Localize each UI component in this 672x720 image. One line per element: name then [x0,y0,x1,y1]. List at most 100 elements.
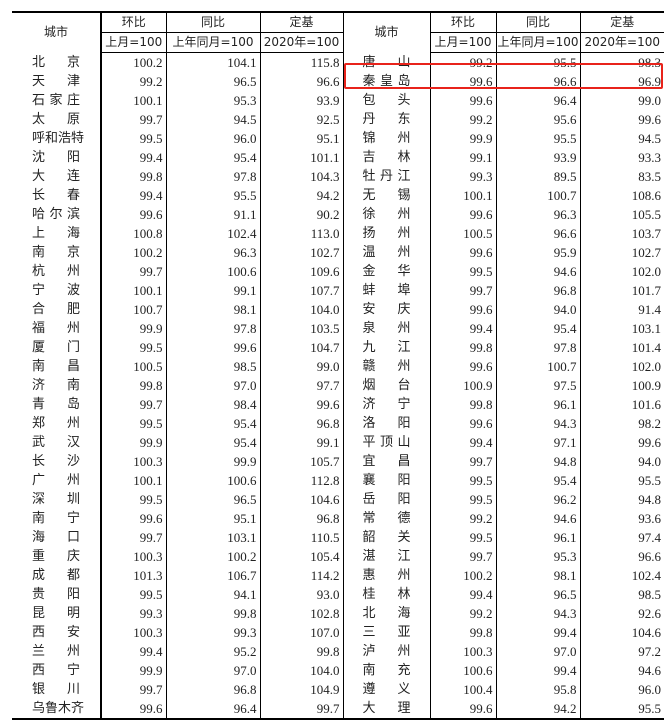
city-cell: 郑州 [12,414,101,433]
mom-value: 99.7 [100,110,166,129]
city-name: 洛阳 [362,416,411,431]
mom-value: 99.8 [100,167,166,186]
fixed-base-value: 99.0 [579,91,664,110]
table-row: 兰州 99.4 95.2 99.8 泸州 100.3 97.0 97.2 [12,642,664,661]
city-cell: 杭州 [12,262,101,281]
mom-value: 100.2 [429,566,496,585]
yoy-value: 96.1 [495,395,580,414]
header-yoy: 同比 [165,11,260,33]
yoy-value: 95.4 [165,414,260,433]
header-mom-base: 上月=100 [100,32,166,53]
fixed-base-value: 104.6 [259,490,343,509]
city-cell: 温州 [342,243,430,262]
city-cell: 西安 [12,623,101,642]
city-name: 赣州 [362,359,411,374]
yoy-value: 96.1 [495,528,580,547]
city-cell: 常德 [342,509,430,528]
yoy-value: 94.6 [495,509,580,528]
city-cell: 厦门 [12,338,101,357]
city-cell: 南京 [12,243,101,262]
city-name: 秦皇岛 [362,74,411,89]
yoy-value: 100.6 [165,471,260,490]
fixed-base-value: 94.6 [579,661,664,680]
yoy-value: 97.0 [165,661,260,680]
city-name: 乌鲁木齐 [32,701,85,716]
city-name: 锦州 [362,131,411,146]
mom-value: 99.9 [100,319,166,338]
city-cell: 济宁 [342,395,430,414]
table-row: 哈尔滨 99.6 91.1 90.2 徐州 99.6 96.3 105.5 [12,205,664,224]
city-cell: 昆明 [12,604,101,623]
city-name: 韶关 [362,530,411,545]
fixed-base-value: 105.7 [259,452,343,471]
city-name: 惠州 [362,568,411,583]
table-row: 大连 99.8 97.8 104.3 牡丹江 99.3 89.5 83.5 [12,167,664,186]
city-cell: 银川 [12,680,101,699]
yoy-value: 94.2 [495,699,580,720]
fixed-base-value: 99.6 [259,395,343,414]
mom-value: 100.7 [100,300,166,319]
city-name: 安庆 [362,302,411,317]
mom-value: 99.3 [100,604,166,623]
yoy-value: 103.1 [165,528,260,547]
header-mom-base: 上月=100 [429,32,496,53]
mom-value: 99.5 [429,471,496,490]
yoy-value: 96.3 [165,243,260,262]
city-name: 天津 [32,74,80,89]
mom-value: 99.5 [429,490,496,509]
fixed-base-value: 93.9 [259,91,343,110]
table-row: 厦门 99.5 99.6 104.7 九江 99.8 97.8 101.4 [12,338,664,357]
fixed-base-value: 102.7 [259,243,343,262]
city-cell: 岳阳 [342,490,430,509]
city-name: 牡丹江 [362,169,411,184]
city-name: 九江 [362,340,411,355]
fixed-base-value: 104.3 [259,167,343,186]
mom-value: 100.1 [100,281,166,300]
city-name: 平顶山 [362,435,411,450]
fixed-base-value: 103.5 [259,319,343,338]
city-cell: 扬州 [342,224,430,243]
city-name: 襄阳 [362,473,411,488]
city-name: 泉州 [362,321,411,336]
city-name: 太原 [32,112,80,127]
city-name: 福州 [32,321,80,336]
yoy-value: 98.1 [495,566,580,585]
city-name: 吉林 [362,150,411,165]
city-cell: 南宁 [12,509,101,528]
mom-value: 99.6 [100,205,166,224]
yoy-value: 96.5 [495,585,580,604]
city-name: 石家庄 [32,93,80,108]
city-name: 常德 [362,511,411,526]
yoy-value: 94.0 [495,300,580,319]
yoy-value: 96.6 [495,224,580,243]
yoy-value: 99.9 [165,452,260,471]
fixed-base-value: 101.4 [579,338,664,357]
city-cell: 无锡 [342,186,430,205]
city-name: 南充 [362,663,411,678]
city-name: 长春 [32,188,80,203]
yoy-value: 96.5 [165,72,260,91]
yoy-value: 96.5 [165,490,260,509]
city-name: 南宁 [32,511,80,526]
fixed-base-value: 97.7 [259,376,343,395]
fixed-base-value: 99.7 [259,699,343,720]
mom-value: 99.8 [100,376,166,395]
city-cell: 宜昌 [342,452,430,471]
mom-value: 100.5 [100,357,166,376]
city-name: 遵义 [362,682,411,697]
city-cell: 安庆 [342,300,430,319]
fixed-base-value: 113.0 [259,224,343,243]
yoy-value: 95.3 [165,91,260,110]
city-cell: 蚌埠 [342,281,430,300]
fixed-base-value: 99.1 [259,433,343,452]
city-name: 兰州 [32,644,80,659]
header-yoy-base: 上年同月=100 [495,32,580,53]
mom-value: 101.3 [100,566,166,585]
fixed-base-value: 95.1 [259,129,343,148]
yoy-value: 96.4 [495,91,580,110]
city-cell: 烟台 [342,376,430,395]
yoy-value: 96.2 [495,490,580,509]
mom-value: 100.1 [100,91,166,110]
city-cell: 吉林 [342,148,430,167]
city-cell: 包头 [342,91,430,110]
